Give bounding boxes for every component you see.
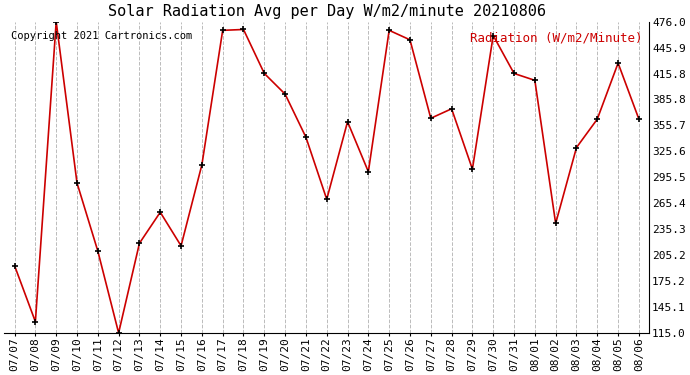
Text: Copyright 2021 Cartronics.com: Copyright 2021 Cartronics.com [10,31,192,41]
Title: Solar Radiation Avg per Day W/m2/minute 20210806: Solar Radiation Avg per Day W/m2/minute … [108,4,546,19]
Text: Radiation (W/m2/Minute): Radiation (W/m2/Minute) [471,31,643,44]
